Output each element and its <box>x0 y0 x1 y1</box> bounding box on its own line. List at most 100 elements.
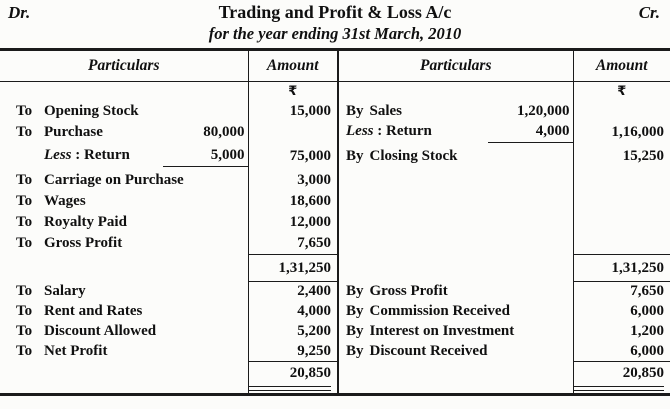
entry-subamount: 1,20,000 <box>517 102 570 119</box>
double-rule <box>573 386 664 391</box>
entry-line: Less : Return 5,000 <box>0 146 248 167</box>
entry-subamount: 4,000 <box>487 122 573 143</box>
right-particulars-cell <box>338 169 574 190</box>
entry-line: To Gross Profit <box>0 234 248 252</box>
entry-name: Purchase <box>44 124 103 140</box>
entry-name: Gross Profit <box>44 235 123 251</box>
column-header-particulars-right: Particulars <box>338 49 574 82</box>
entry-prefix: To <box>16 283 33 299</box>
left-amount-cell: 7,650 <box>248 232 339 254</box>
entry-name: Salary <box>44 283 86 299</box>
entry-prefix: To <box>16 303 33 319</box>
entry-prefix: To <box>16 102 33 119</box>
ledger-row: To Rent and Rates 4,000 By Commission Receiv… <box>0 301 670 321</box>
page-subtitle: for the year ending 31st March, 2010 <box>208 24 462 43</box>
entry-name: Interest on Investment <box>369 323 515 339</box>
entry-name: Sales <box>369 102 403 119</box>
ledger-row: To Carriage on Purchase 3,000 <box>0 169 670 190</box>
entry-prefix: To <box>16 124 33 140</box>
right-particulars-cell <box>338 232 574 254</box>
right-particulars-cell: By Interest on Investment <box>338 321 574 341</box>
entry-line: Less : Return 4,000 <box>339 122 573 143</box>
right-particulars-cell <box>338 254 574 281</box>
right-amount-cell: 6,000 <box>630 342 664 359</box>
right-particulars-cell: By Commission Received <box>338 301 574 321</box>
ledger-body: ₹ ₹ To Opening Stock 15,000 By Sales 1,20,000 To… <box>0 81 670 394</box>
dr-label: Dr. <box>8 3 31 22</box>
entry-prefix: By <box>346 148 364 164</box>
entry-prefix: To <box>16 192 33 209</box>
ledger-row: To Wages 18,600 <box>0 190 670 211</box>
entry-line: To Carriage on Purchase <box>0 171 248 189</box>
right-amount-cell: 1,16,000 <box>611 124 665 140</box>
entry-prefix: By <box>346 283 364 299</box>
left-particulars-cell: To Salary <box>0 281 249 301</box>
entry-line: To Wages <box>0 192 248 210</box>
entry-line: To Discount Allowed <box>0 322 248 340</box>
entry-name: Less : Return <box>346 122 432 139</box>
left-amount-cell: 18,600 <box>248 190 339 211</box>
left-particulars-cell: To Carriage on Purchase <box>0 169 249 190</box>
ledger-header-row: Particulars Amount Particulars Amount <box>0 49 670 82</box>
right-amount-cell <box>573 211 670 232</box>
double-rule <box>248 386 331 391</box>
left-particulars-cell <box>0 385 249 394</box>
ledger-row: To Net Profit 9,250 By Discount Received 6,00… <box>0 341 670 361</box>
right-amount-cell <box>573 190 670 211</box>
entry-line: By Discount Received <box>339 342 573 360</box>
entry-line: To Opening Stock <box>0 102 248 120</box>
right-amount-cell: 1,31,250 <box>573 253 670 282</box>
right-amount-cell: 7,650 <box>630 283 664 300</box>
right-amount-cell: 20,850 <box>573 360 670 385</box>
entry-prefix: By <box>346 323 364 339</box>
entry-subamount: 5,000 <box>162 146 248 167</box>
page-title: Trading and Profit & Loss A/c <box>218 2 452 22</box>
left-amount-cell <box>248 121 339 143</box>
left-amount-cell: 1,31,250 <box>248 253 339 282</box>
entry-line: To Net Profit <box>0 342 248 360</box>
left-amount-cell: 9,250 <box>248 341 339 361</box>
entry-name: Rent and Rates <box>44 303 143 319</box>
ledger-table: Particulars Amount Particulars Amount ₹ ₹… <box>0 48 670 396</box>
left-particulars-cell <box>0 81 249 100</box>
left-amount-cell: 2,400 <box>248 281 339 301</box>
entry-name: Gross Profit <box>369 283 448 299</box>
left-amount-cell: 4,000 <box>248 301 339 321</box>
left-amount-cell: 75,000 <box>248 143 339 169</box>
ledger-row: 20,850 20,850 <box>0 360 670 385</box>
left-amount-cell: 3,000 <box>248 169 339 190</box>
entry-name: Net Profit <box>44 343 108 359</box>
rupee-symbol: ₹ <box>617 84 627 99</box>
entry-line: To Royalty Paid <box>0 213 248 231</box>
right-amount-cell: ₹ <box>573 82 670 101</box>
left-amount-cell: 12,000 <box>248 211 339 232</box>
right-particulars-cell: By Discount Received <box>338 341 574 361</box>
ledger-row: Less : Return 5,000 75,000 By Closing Stock 1… <box>0 143 670 169</box>
entry-prefix: To <box>16 235 33 251</box>
entry-line: To Purchase 80,000 <box>0 123 248 141</box>
entry-line: By Sales 1,20,000 <box>339 102 573 120</box>
right-particulars-cell <box>338 81 574 100</box>
entry-line: To Rent and Rates <box>0 302 248 320</box>
entry-line: By Commission Received <box>339 302 573 320</box>
entry-prefix: To <box>16 323 33 339</box>
left-particulars-cell: To Discount Allowed <box>0 321 249 341</box>
entry-prefix: To <box>16 213 33 230</box>
left-amount-cell <box>248 385 339 394</box>
right-amount-cell <box>573 100 670 121</box>
left-amount-cell: ₹ <box>248 81 339 100</box>
right-amount-cell <box>573 169 670 190</box>
ledger-row: To Royalty Paid 12,000 <box>0 211 670 232</box>
ledger-row: To Purchase 80,000 Less : Return 4,000 1,16,0… <box>0 121 670 143</box>
entry-line: To Salary <box>0 282 248 300</box>
ledger-row: ₹ ₹ <box>0 81 670 101</box>
left-amount-cell: 5,200 <box>248 321 339 341</box>
column-header-amount-right: Amount <box>573 49 670 82</box>
ledger-row: To Salary 2,400 By Gross Profit 7,650 <box>0 281 670 301</box>
ledger-row: 1,31,250 1,31,250 <box>0 253 670 282</box>
ledger-row: To Discount Allowed 5,200 By Interest on Inv… <box>0 321 670 341</box>
column-header-particulars-left: Particulars <box>0 49 249 82</box>
page-header: Dr. Trading and Profit & Loss A/c for th… <box>0 0 670 48</box>
entry-name: Discount Allowed <box>44 323 157 339</box>
left-amount-cell: 20,850 <box>248 360 339 385</box>
